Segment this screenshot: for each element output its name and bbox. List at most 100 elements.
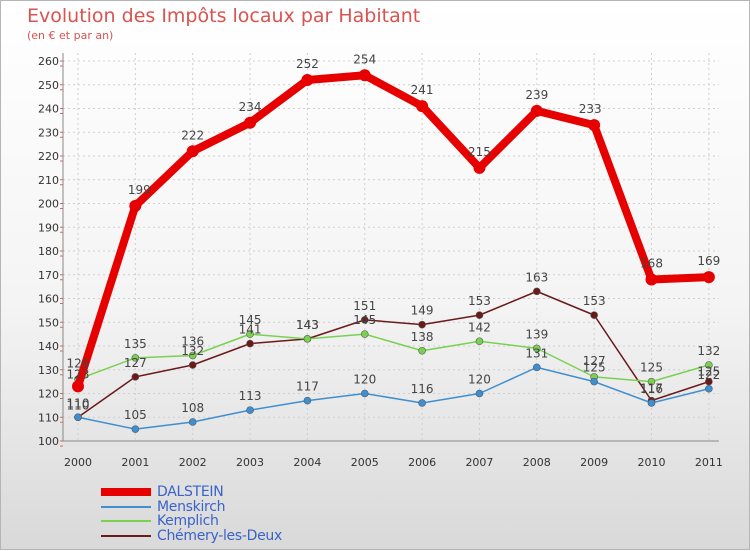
data-point	[246, 339, 254, 348]
data-point	[131, 373, 140, 381]
legend-swatch	[101, 520, 151, 522]
y-tick-label: 140	[38, 340, 59, 353]
data-point	[647, 377, 656, 386]
data-point	[532, 287, 541, 296]
legend-item: Chémery-les-Deux	[101, 527, 341, 544]
data-label: 163	[525, 270, 548, 284]
y-tick-label: 210	[38, 174, 59, 187]
y-tick-label: 170	[38, 269, 59, 282]
data-label: 116	[640, 382, 663, 396]
data-point	[131, 354, 140, 362]
data-label: 108	[181, 401, 204, 415]
y-tick-label: 150	[38, 316, 59, 329]
data-point	[186, 145, 199, 158]
legend-item: DALSTEIN	[101, 484, 341, 500]
data-label: 120	[353, 373, 376, 387]
y-tick-label: 250	[38, 79, 59, 92]
x-tick-label: 2002	[179, 456, 207, 469]
data-point	[360, 330, 369, 338]
data-label: 131	[525, 346, 548, 360]
data-label: 136	[181, 335, 204, 349]
x-tick-label: 2005	[351, 456, 379, 469]
data-label: 149	[411, 304, 434, 318]
y-tick-label: 200	[38, 198, 59, 211]
legend-swatch	[101, 488, 151, 496]
x-tick-label: 2007	[465, 456, 493, 469]
data-point	[303, 335, 312, 343]
data-label: 127	[583, 354, 606, 368]
data-label: 153	[468, 294, 491, 308]
legend-label: Chémery-les-Deux	[157, 527, 282, 544]
series-line-menskirch	[77, 366, 710, 430]
data-label: 252	[296, 57, 319, 71]
data-label: 239	[525, 88, 548, 102]
data-label: 215	[468, 145, 491, 159]
data-label: 125	[697, 365, 720, 379]
x-tick-label: 2011	[695, 456, 723, 469]
data-point	[188, 351, 197, 360]
y-tick-label: 230	[38, 126, 59, 139]
data-label: 135	[124, 337, 147, 351]
data-point	[74, 413, 82, 422]
data-point	[475, 311, 484, 319]
y-tick-label: 110	[38, 411, 59, 424]
y-tick-label: 240	[38, 103, 59, 116]
y-tick-label: 220	[38, 150, 59, 163]
data-point	[360, 389, 369, 398]
data-label: 122	[697, 368, 720, 382]
y-tick-label: 190	[38, 221, 59, 234]
data-point	[532, 344, 541, 353]
data-labels: 123 199 222 234 252 254 241 215 239 233 168 169 110 1…	[67, 52, 721, 422]
data-point	[416, 100, 429, 113]
data-point	[418, 399, 426, 407]
data-label: 233	[579, 102, 602, 116]
legend-swatch	[101, 534, 151, 537]
data-label: 153	[583, 294, 606, 308]
data-label: 132	[181, 344, 204, 358]
data-label: 117	[296, 380, 319, 394]
chart-subtitle: (en € et par an)	[27, 29, 114, 42]
legend-item: Kemplich	[101, 513, 341, 529]
data-point	[188, 361, 197, 369]
data-label: 168	[640, 257, 663, 271]
x-tick-label: 2009	[580, 456, 608, 469]
data-point	[588, 119, 601, 132]
y-tick-label: 260	[38, 55, 59, 68]
data-point	[129, 199, 142, 212]
data-label: 254	[353, 52, 376, 66]
legend-label: DALSTEIN	[157, 484, 224, 500]
data-point	[475, 389, 484, 398]
x-tick-label: 2001	[121, 456, 149, 469]
data-label: 143	[296, 318, 319, 332]
data-label: 125	[583, 361, 606, 375]
x-tick-label: 2003	[236, 456, 264, 469]
data-label: 110	[67, 396, 90, 410]
data-label: 123	[67, 367, 90, 381]
data-point	[246, 406, 254, 414]
data-point	[244, 116, 257, 129]
x-tick-label: 2006	[408, 456, 436, 469]
data-point	[131, 425, 140, 433]
data-point	[473, 161, 486, 174]
y-tick-label: 130	[38, 364, 59, 377]
chart-title: Evolution des Impôts locaux par Habitant	[27, 5, 421, 27]
data-point	[590, 311, 598, 319]
data-point	[188, 418, 197, 426]
data-label: 142	[468, 320, 491, 334]
data-label: 151	[353, 299, 376, 313]
data-label: 222	[181, 128, 204, 142]
data-point	[360, 316, 369, 324]
data-label: 145	[353, 313, 376, 327]
data-point	[246, 330, 254, 338]
data-label: 125	[640, 361, 663, 375]
legend-label: Menskirch	[157, 498, 226, 515]
data-point	[590, 377, 598, 386]
data-point	[72, 380, 84, 393]
data-point	[358, 69, 371, 82]
data-point	[705, 384, 713, 393]
y-tick-label: 160	[38, 293, 59, 306]
legend-item: Menskirch	[101, 498, 341, 515]
data-point	[301, 74, 314, 86]
